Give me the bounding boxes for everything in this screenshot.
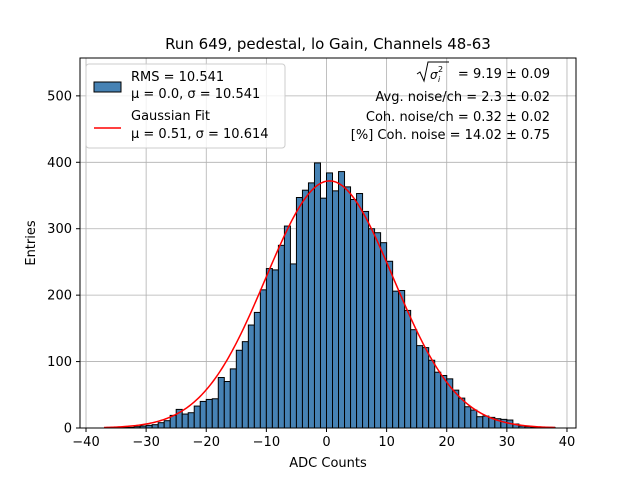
x-tick-label: −10 (253, 435, 280, 450)
gaussian-fit-curve (104, 180, 555, 429)
histogram-bar (187, 412, 195, 429)
histogram-bar (235, 349, 243, 429)
histogram-bar (356, 193, 364, 429)
histogram-bar (350, 198, 358, 429)
histogram-bar (271, 269, 279, 429)
histogram-bar (199, 400, 207, 429)
y-axis-label: Entries (24, 220, 39, 266)
sigma-total-symbol: σ 2 i (416, 61, 449, 84)
histogram-bar (410, 329, 418, 429)
x-tick-label: 30 (499, 435, 516, 450)
histogram-bar (163, 420, 171, 429)
histogram-bar (344, 186, 352, 429)
histogram-bar (253, 311, 261, 429)
histogram-bar (428, 359, 436, 429)
histogram-bar (259, 289, 267, 429)
legend-fit-line2: μ = 0.51, σ = 10.614 (131, 127, 269, 142)
histogram-bar (205, 398, 213, 429)
y-tick-label: 100 (47, 355, 72, 370)
histogram-bar (319, 197, 327, 429)
legend-fit-line1: Gaussian Fit (131, 109, 210, 124)
x-tick-label: −30 (132, 435, 159, 450)
histogram-bar (368, 228, 376, 429)
x-tick-label: 0 (322, 435, 330, 450)
histogram-bar (193, 405, 201, 429)
y-tick-label: 0 (64, 422, 72, 437)
histogram-bar (470, 409, 478, 429)
histogram-bar (217, 377, 225, 429)
svg-text:σ: σ (430, 68, 438, 82)
histogram-bar (404, 309, 412, 429)
coh-noise-annotation: Coh. noise/ch = 0.32 ± 0.02 (366, 110, 550, 125)
histogram-bar (313, 162, 321, 429)
x-axis-ticks: −40 −30 −20 −10 0 10 20 30 40 (72, 428, 575, 450)
histogram-bar (362, 210, 370, 429)
histogram-bar (211, 398, 219, 429)
legend-box (85, 63, 286, 149)
histogram-bar (277, 244, 285, 429)
x-tick-label: 20 (438, 435, 455, 450)
histogram-bar (374, 232, 382, 429)
plot-frame (79, 57, 577, 429)
histogram-bar (247, 324, 255, 429)
histogram-bar (476, 416, 484, 429)
histogram-bar (265, 268, 273, 429)
histogram-bar (325, 172, 334, 429)
histogram-bar (440, 375, 448, 429)
y-tick-label: 500 (47, 89, 72, 104)
x-tick-label: −40 (72, 435, 99, 450)
histogram-bar (241, 341, 249, 429)
histogram-bar (398, 289, 406, 429)
legend-histogram-line1: RMS = 10.541 (131, 70, 224, 85)
histogram-bar (482, 415, 490, 429)
avg-noise-annotation: Avg. noise/ch = 2.3 ± 0.02 (375, 90, 550, 105)
x-tick-label: −20 (193, 435, 220, 450)
svg-text:i: i (438, 75, 441, 84)
histogram-bar (301, 189, 309, 429)
histogram-bar (181, 413, 189, 429)
histogram-bar (332, 190, 340, 429)
histogram-bar (157, 422, 165, 429)
noise-annotations: σ 2 i = 9.19 ± 0.09 Avg. noise/ch = 2.3 … (351, 61, 550, 143)
histogram-bar (307, 182, 315, 429)
legend: RMS = 10.541 μ = 0.0, σ = 10.541 Gaussia… (85, 63, 286, 149)
histogram-bar (386, 260, 394, 429)
histogram-bar (380, 242, 388, 429)
histogram-bar (500, 418, 508, 429)
histogram-bar (464, 406, 472, 429)
sigma-total-annotation: = 9.19 ± 0.09 (458, 67, 550, 82)
y-tick-label: 300 (47, 222, 72, 237)
coh-noise-pct-annotation: [%] Coh. noise = 14.02 ± 0.75 (351, 128, 550, 143)
histogram-bar (416, 345, 424, 429)
y-axis-ticks: 0 100 200 300 400 500 (47, 89, 80, 437)
histogram-bar (338, 171, 346, 429)
chart-title: Run 649, pedestal, lo Gain, Channels 48-… (165, 35, 491, 53)
x-tick-label: 10 (378, 435, 395, 450)
histogram-bar (434, 371, 442, 429)
histogram-bar (422, 347, 430, 429)
histogram-bar (295, 196, 303, 429)
histogram-bar (223, 381, 231, 429)
histogram-bar (289, 263, 297, 429)
y-tick-label: 400 (47, 156, 72, 171)
histogram-bar (283, 225, 291, 429)
legend-histogram-line2: μ = 0.0, σ = 10.541 (131, 87, 260, 102)
x-tick-label: 40 (559, 435, 576, 450)
histogram-bar (458, 397, 466, 429)
histogram-bar (392, 290, 400, 429)
y-tick-label: 200 (47, 289, 72, 304)
histogram-bar (229, 368, 237, 429)
svg-text:2: 2 (438, 65, 443, 74)
legend-histogram-swatch (93, 81, 122, 93)
x-axis-label: ADC Counts (289, 456, 367, 471)
